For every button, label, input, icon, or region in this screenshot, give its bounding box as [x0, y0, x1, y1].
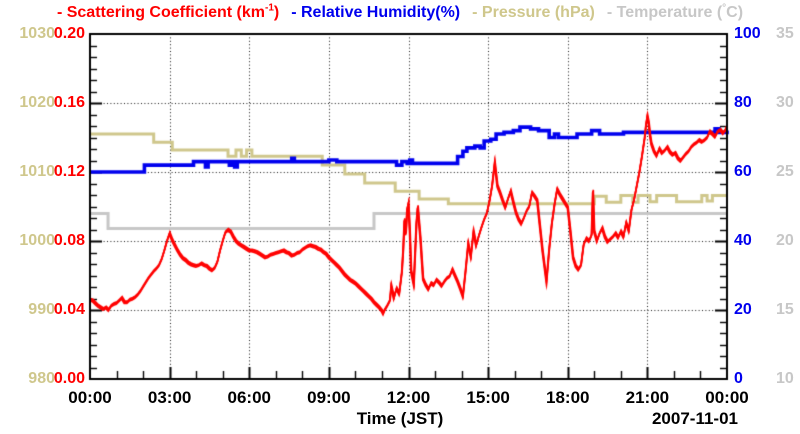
pressure-tick-label: 980 [28, 370, 55, 387]
pressure-tick-label: 1010 [19, 163, 55, 180]
temperature-tick-label: 20 [776, 232, 794, 249]
time-tick-label: 18:00 [546, 388, 590, 407]
humidity-tick-label: 60 [734, 163, 752, 180]
scattering-tick-label: 0.16 [53, 94, 85, 111]
scattering-tick-label: 0.12 [53, 163, 85, 180]
pressure-tick-label: 990 [28, 301, 55, 318]
humidity-tick-label: 80 [734, 94, 752, 111]
scattering-tick-label: 0.08 [53, 232, 85, 249]
scattering-legend-label: - Scattering Coefficient (km-1) [56, 2, 280, 21]
time-tick-label: 09:00 [307, 388, 351, 407]
temperature-tick-label: 15 [776, 301, 794, 318]
pressure-tick-label: 1030 [19, 25, 55, 42]
chart-title: - Scattering Coefficient (km-1) - Relativ… [0, 2, 800, 22]
time-tick-label: 03:00 [147, 388, 192, 407]
temperature-tick-label: 25 [776, 163, 794, 180]
temperature-legend-label: - Temperature (°C) [606, 2, 744, 21]
humidity-tick-label: 0 [734, 370, 743, 387]
time-tick-label: 00:00 [68, 388, 112, 407]
time-tick-label: 12:00 [386, 388, 431, 407]
pressure-tick-label: 1000 [19, 232, 55, 249]
humidity-tick-label: 40 [734, 232, 752, 249]
time-tick-label: 21:00 [625, 388, 670, 407]
time-tick-label: 06:00 [227, 388, 271, 407]
scattering-tick-label: 0.20 [53, 25, 85, 42]
temperature-tick-label: 30 [776, 94, 794, 111]
humidity-legend-label: - Relative Humidity(%) [291, 4, 461, 21]
humidity-tick-label: 100 [734, 25, 761, 42]
pressure-legend-label: - Pressure (hPa) [472, 4, 595, 21]
temperature-tick-label: 10 [776, 370, 794, 387]
pressure-tick-label: 1020 [19, 94, 55, 111]
humidity-tick-label: 20 [734, 301, 752, 318]
x-axis-date: 2007-11-01 [651, 409, 738, 428]
x-axis-title: Time (JST) [356, 409, 444, 428]
scattering-tick-label: 0.04 [53, 301, 85, 318]
time-tick-label: 15:00 [466, 388, 510, 407]
time-tick-label: 00:00 [705, 388, 749, 407]
scattering-tick-label: 0.00 [53, 370, 85, 387]
temperature-tick-label: 35 [776, 25, 794, 42]
